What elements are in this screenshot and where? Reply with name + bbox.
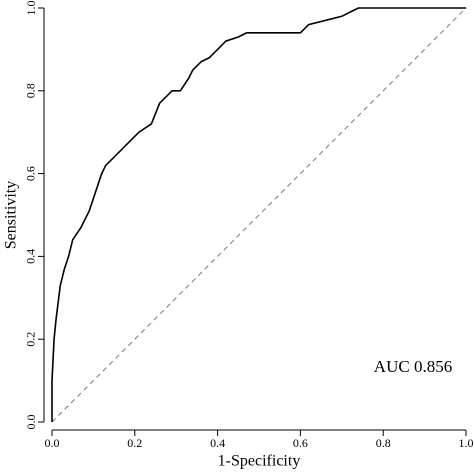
y-tick-label: 0.6 — [24, 166, 38, 181]
x-tick-label: 0.4 — [210, 436, 225, 450]
y-tick-label: 0.8 — [24, 83, 38, 98]
reference-line — [51, 7, 467, 423]
y-tick-label: 0.0 — [24, 415, 38, 430]
roc-curve — [51, 7, 466, 422]
annotation: AUC 0.856 — [374, 357, 452, 376]
x-tick-label: 1.0 — [459, 436, 474, 450]
y-tick-label: 0.4 — [24, 249, 38, 264]
x-tick-label: 0.0 — [45, 436, 60, 450]
x-tick-label: 0.6 — [293, 436, 308, 450]
x-tick-label: 0.2 — [127, 436, 142, 450]
y-axis-title: Sensitivity — [3, 181, 20, 249]
x-axis-title: 1-Specificity — [218, 453, 301, 470]
y-tick-label: 1.0 — [24, 1, 38, 16]
x-tick-label: 0.8 — [376, 436, 391, 450]
y-tick-label: 0.2 — [24, 332, 38, 347]
